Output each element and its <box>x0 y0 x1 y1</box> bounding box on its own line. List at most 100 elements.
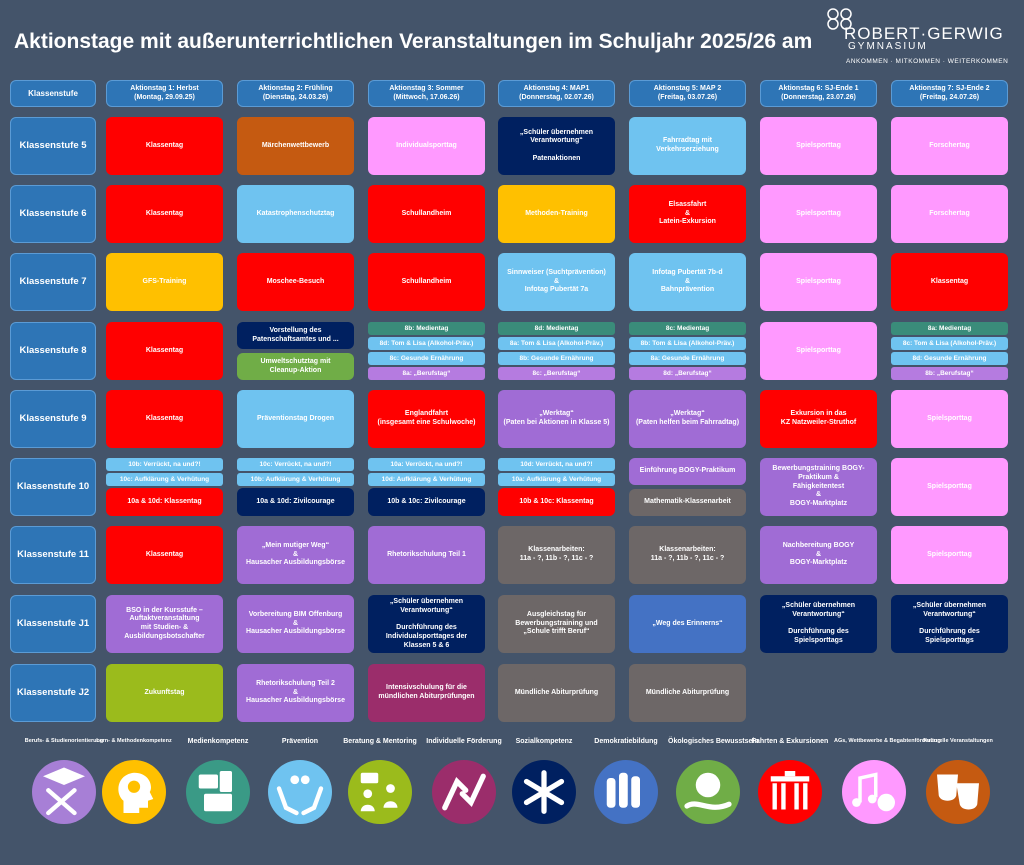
brandenburg-gate-icon <box>758 760 822 824</box>
competency-label: Lern- & Methodenkompetenz <box>96 738 172 744</box>
event-cell: Mündliche Abiturprüfung <box>629 664 746 722</box>
event-cell: Forschertag <box>891 117 1008 175</box>
logo-mark-icon <box>827 8 852 30</box>
row-label: Klassenstufe 11 <box>10 526 96 584</box>
event-cell: Umweltschutztag mit Cleanup-Aktion <box>237 353 354 380</box>
competency-item: Berufs- & Studienorientierung <box>25 736 103 826</box>
event-cell: „Schüler übernehmen Verantwortung“ Paten… <box>498 117 615 175</box>
competency-item: AGs, Wettbewerbe & Begabtenförderung <box>834 736 941 826</box>
competency-item: Ökologisches Bewusstsein <box>668 736 759 826</box>
media-devices-icon <box>186 760 250 824</box>
event-cell: Forschertag <box>891 185 1008 243</box>
event-cell: Klassentag <box>106 117 223 175</box>
event-cell: Spielsporttag <box>760 253 877 311</box>
event-cell: Exkursion in das KZ Natzweiler-Struthof <box>760 390 877 448</box>
event-subcell: 10b: Verrückt, na und?! <box>106 458 223 471</box>
event-cell: Methoden-Training <box>498 185 615 243</box>
event-subcell: 8c: „Berufstag“ <box>498 367 615 380</box>
joined-hands-icon <box>512 760 576 824</box>
event-cell: Klassentag <box>106 526 223 584</box>
event-subcell: 10b & 10c: Klassentag <box>498 488 615 516</box>
event-cell: Spielsporttag <box>891 526 1008 584</box>
event-cell: Fahrradtag mit Verkehrserziehung <box>629 117 746 175</box>
event-cell: „Werktag“ (Paten bei Aktionen in Klasse … <box>498 390 615 448</box>
event-cell: Schullandheim <box>368 253 485 311</box>
event-subcell: 8c: Gesunde Ernährung <box>368 352 485 365</box>
music-ball-icon <box>842 760 906 824</box>
competency-label: Beratung & Mentoring <box>343 738 417 745</box>
event-subcell: 8b: Gesunde Ernährung <box>498 352 615 365</box>
row-label: Klassenstufe 9 <box>10 390 96 448</box>
event-cell: Klassentag <box>106 390 223 448</box>
event-cell: BSO in der Kursstufe – Auftaktveranstalt… <box>106 595 223 653</box>
event-subcell: 8d: Medientag <box>498 322 615 335</box>
event-cell: Elsassfahrt & Latein-Exkursion <box>629 185 746 243</box>
event-cell: „Mein mutiger Weg“ & Hausacher Ausbildun… <box>237 526 354 584</box>
raised-hands-icon <box>594 760 658 824</box>
theater-masks-icon <box>926 760 990 824</box>
protecting-hands-icon <box>268 760 332 824</box>
event-subcell: 10d: Aufklärung & Verhütung <box>368 473 485 486</box>
event-cell: Katastrophenschutztag <box>237 185 354 243</box>
header-aktionstag: Aktionstag 7: SJ-Ende 2 (Freitag, 24.07.… <box>891 80 1008 107</box>
logo-tagline: ANKOMMEN · MITKOMMEN · WEITERKOMMEN <box>846 58 1009 65</box>
event-cell: Spielsporttag <box>760 117 877 175</box>
helping-hands-icon <box>432 760 496 824</box>
competency-item: Demokratiebildung <box>592 736 660 826</box>
event-subcell: 8a: „Berufstag“ <box>368 367 485 380</box>
row-label: Klassenstufe 8 <box>10 322 96 380</box>
header-aktionstag: Aktionstag 6: SJ-Ende 1 (Donnerstag, 23.… <box>760 80 877 107</box>
event-subcell: 10a & 10d: Zivilcourage <box>237 488 354 516</box>
event-subcell: 8a: Medientag <box>891 322 1008 335</box>
globe-hand-icon <box>676 760 740 824</box>
event-cell: Spielsporttag <box>891 458 1008 516</box>
event-cell: Ausgleichstag für Bewerbungstraining und… <box>498 595 615 653</box>
competency-item: Medienkompetenz <box>184 736 252 826</box>
event-subcell: 10a & 10d: Klassentag <box>106 488 223 516</box>
event-subcell: 8b: „Berufstag“ <box>891 367 1008 380</box>
event-subcell: 8a: Gesunde Ernährung <box>629 352 746 365</box>
event-cell: Moschee-Besuch <box>237 253 354 311</box>
event-cell: Sinnweiser (Suchtprävention) & Infotag P… <box>498 253 615 311</box>
row-label: Klassenstufe 10 <box>10 458 96 516</box>
event-subcell: 10c: Aufklärung & Verhütung <box>106 473 223 486</box>
header-aktionstag: Aktionstag 2: Frühling (Dienstag, 24.03.… <box>237 80 354 107</box>
event-subcell: 8b: Medientag <box>368 322 485 335</box>
competency-item: Beratung & Mentoring <box>343 736 417 826</box>
header-aktionstag: Aktionstag 5: MAP 2 (Freitag, 03.07.26) <box>629 80 746 107</box>
competency-label: Individuelle Förderung <box>426 738 502 745</box>
event-cell: Rhetorikschulung Teil 1 <box>368 526 485 584</box>
event-subcell: 8d: Tom & Lisa (Alkohol-Präv.) <box>368 337 485 350</box>
event-cell: „Weg des Erinnerns“ <box>629 595 746 653</box>
logo-subtitle: GYMNASIUM <box>848 41 928 52</box>
row-label: Klassenstufe J1 <box>10 595 96 653</box>
event-cell: Mathematik-Klassenarbeit <box>629 489 746 516</box>
row-label: Klassenstufe 5 <box>10 117 96 175</box>
event-cell: Spielsporttag <box>891 390 1008 448</box>
logo-name: ROBERT·GERWIG <box>844 24 1004 43</box>
event-subcell: 8c: Medientag <box>629 322 746 335</box>
event-subcell: 10c: Verrückt, na und?! <box>237 458 354 471</box>
competency-label: Medienkompetenz <box>187 738 249 745</box>
event-cell: Bewerbungstraining BOGY- Praktikum & Fäh… <box>760 458 877 516</box>
competency-label: Berufs- & Studienorientierung <box>24 738 104 744</box>
mentoring-people-icon <box>348 760 412 824</box>
event-cell: Präventionstag Drogen <box>237 390 354 448</box>
event-cell: GFS-Training <box>106 253 223 311</box>
event-cell: Schullandheim <box>368 185 485 243</box>
event-subcell: 10a: Aufklärung & Verhütung <box>498 473 615 486</box>
competency-item: Fahrten & Exkursionen <box>752 736 828 826</box>
row-label: Klassenstufe 6 <box>10 185 96 243</box>
event-subcell: 10b & 10c: Zivilcourage <box>368 488 485 516</box>
event-subcell: 8a: Tom & Lisa (Alkohol-Präv.) <box>498 337 615 350</box>
event-cell: „Werktag“ (Paten helfen beim Fahrradtag) <box>629 390 746 448</box>
competency-label: Demokratiebildung <box>594 738 658 745</box>
page-title: Aktionstage mit außerunterrichtlichen Ve… <box>14 30 813 53</box>
competency-item: Prävention <box>266 736 334 826</box>
header-klassenstufe: Klassenstufe <box>10 80 96 107</box>
row-label: Klassenstufe 7 <box>10 253 96 311</box>
event-cell: Klassenarbeiten: 11a - ?, 11b - ?, 11c -… <box>629 526 746 584</box>
header-aktionstag: Aktionstag 4: MAP1 (Donnerstag, 02.07.26… <box>498 80 615 107</box>
competency-item: Sozialkompetenz <box>510 736 578 826</box>
event-cell: Nachbereitung BOGY & BOGY-Marktplatz <box>760 526 877 584</box>
